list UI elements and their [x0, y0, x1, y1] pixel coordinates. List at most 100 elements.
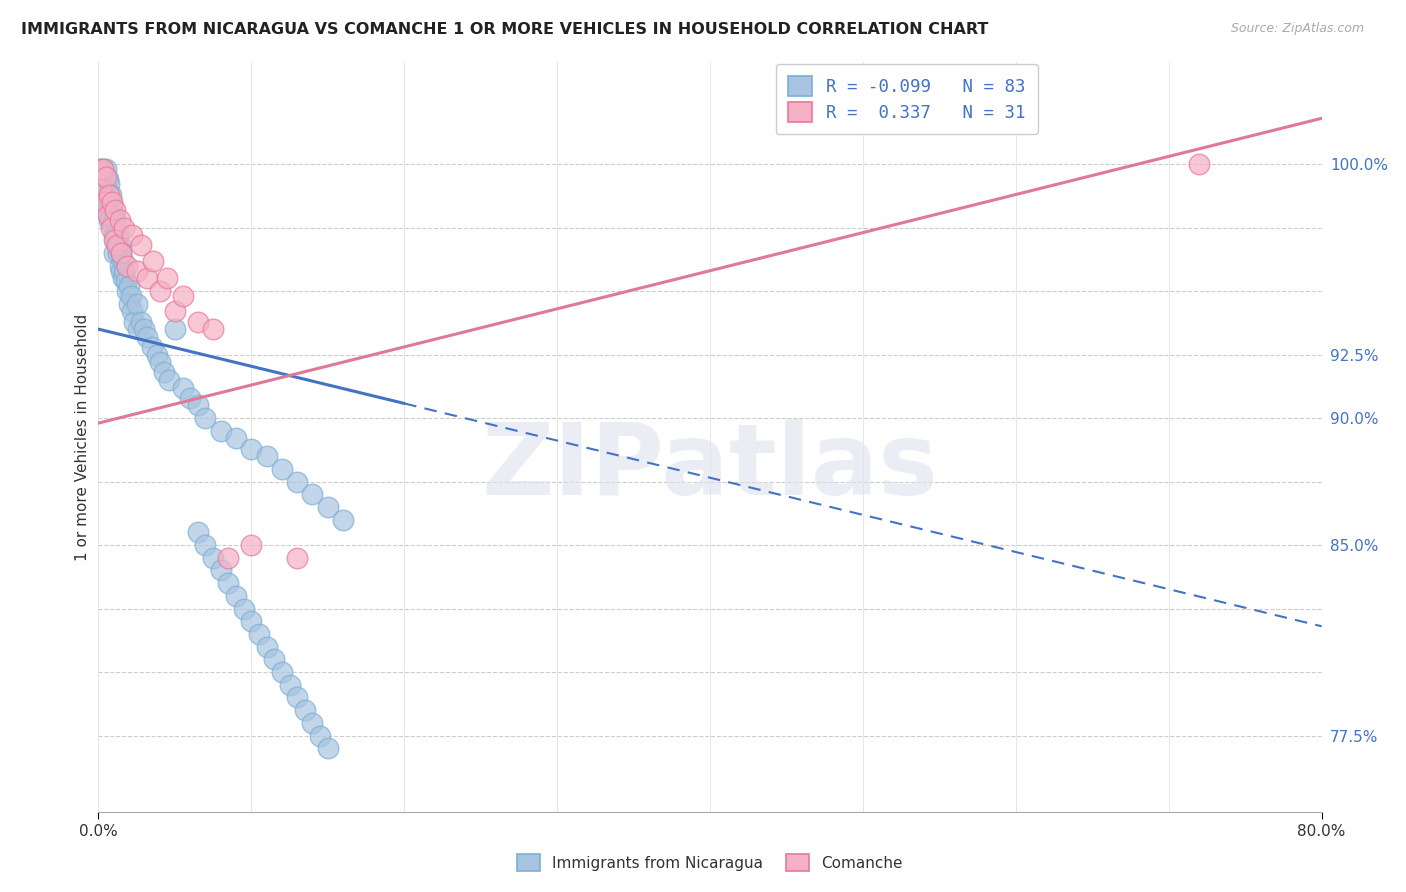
Point: [240, 614, 263, 628]
Point: [153, 365, 176, 379]
Point: [104, 213, 127, 227]
Point: [110, 246, 132, 260]
Point: [105, 238, 128, 252]
Point: [103, 233, 125, 247]
Legend: Immigrants from Nicaragua, Comanche: Immigrants from Nicaragua, Comanche: [509, 847, 911, 879]
Point: [278, 678, 301, 692]
Point: [121, 228, 143, 243]
Y-axis label: 1 or more Vehicles in Household: 1 or more Vehicles in Household: [75, 313, 90, 561]
Point: [120, 289, 142, 303]
Point: [108, 259, 131, 273]
Point: [202, 550, 225, 565]
Point: [145, 347, 167, 361]
Point: [332, 513, 354, 527]
Point: [117, 259, 139, 273]
Point: [97, 172, 120, 186]
Point: [91, 182, 114, 196]
Point: [91, 162, 114, 177]
Point: [256, 449, 278, 463]
Point: [121, 304, 143, 318]
Point: [127, 322, 149, 336]
Point: [94, 202, 117, 217]
Point: [134, 322, 156, 336]
Point: [141, 340, 163, 354]
Point: [90, 182, 112, 196]
Point: [285, 690, 308, 705]
Point: [104, 233, 127, 247]
Point: [136, 330, 159, 344]
Point: [316, 500, 339, 514]
Point: [100, 187, 122, 202]
Point: [101, 195, 124, 210]
Point: [301, 715, 323, 730]
Text: ZIPatlas: ZIPatlas: [482, 418, 938, 516]
Point: [91, 162, 114, 177]
Point: [316, 741, 339, 756]
Point: [172, 289, 194, 303]
Point: [90, 187, 112, 202]
Point: [247, 627, 270, 641]
Point: [108, 213, 131, 227]
Point: [111, 271, 134, 285]
Point: [217, 576, 239, 591]
Point: [149, 284, 172, 298]
Point: [194, 538, 217, 552]
Point: [94, 162, 117, 177]
Point: [98, 187, 121, 202]
Point: [107, 228, 129, 243]
Point: [97, 208, 120, 222]
Point: [172, 380, 194, 394]
Point: [136, 271, 159, 285]
Point: [112, 263, 135, 277]
Point: [240, 442, 263, 456]
Point: [263, 652, 285, 666]
Point: [98, 213, 121, 227]
Point: [110, 263, 132, 277]
Point: [100, 208, 122, 222]
Point: [187, 398, 209, 412]
Point: [112, 220, 135, 235]
Point: [104, 202, 127, 217]
Point: [105, 238, 128, 252]
Point: [103, 228, 125, 243]
Point: [301, 487, 323, 501]
Point: [309, 729, 332, 743]
Point: [294, 703, 316, 717]
Point: [117, 284, 139, 298]
Point: [103, 246, 125, 260]
Point: [256, 640, 278, 654]
Point: [89, 162, 111, 177]
Text: IMMIGRANTS FROM NICARAGUA VS COMANCHE 1 OR MORE VEHICLES IN HOUSEHOLD CORRELATIO: IMMIGRANTS FROM NICARAGUA VS COMANCHE 1 …: [21, 22, 988, 37]
Point: [217, 550, 239, 565]
Point: [93, 169, 115, 184]
Point: [101, 218, 124, 232]
Point: [163, 304, 186, 318]
Point: [115, 274, 138, 288]
Text: Source: ZipAtlas.com: Source: ZipAtlas.com: [1230, 22, 1364, 36]
Point: [105, 220, 128, 235]
Point: [108, 238, 131, 252]
Point: [270, 665, 292, 679]
Point: [156, 271, 179, 285]
Point: [98, 178, 121, 192]
Point: [179, 391, 201, 405]
Point: [118, 279, 141, 293]
Point: [111, 253, 134, 268]
Point: [285, 550, 308, 565]
Point: [209, 424, 232, 438]
Point: [270, 462, 292, 476]
Point: [101, 197, 124, 211]
Point: [232, 601, 254, 615]
Point: [157, 373, 180, 387]
Point: [129, 238, 152, 252]
Point: [285, 475, 308, 489]
Point: [149, 355, 172, 369]
Point: [142, 253, 165, 268]
Point: [194, 411, 217, 425]
Point: [94, 169, 117, 184]
Point: [202, 322, 225, 336]
Point: [187, 314, 209, 328]
Point: [129, 314, 152, 328]
Point: [103, 208, 125, 222]
Point: [125, 263, 148, 277]
